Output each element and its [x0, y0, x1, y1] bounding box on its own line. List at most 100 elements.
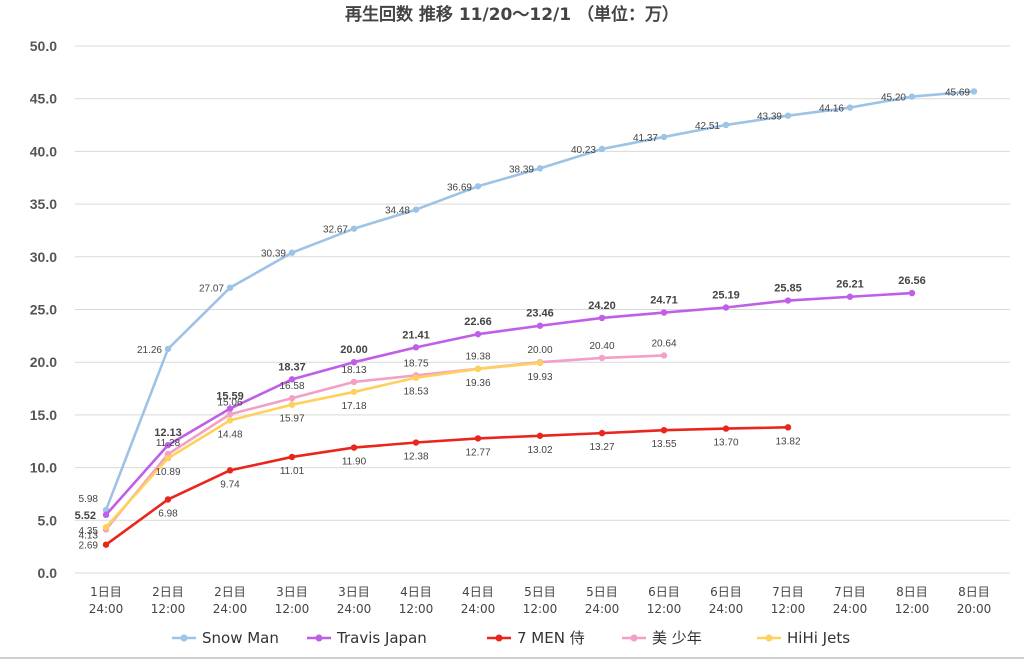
- data-label: 20.00: [340, 344, 368, 356]
- data-label: 38.39: [509, 164, 534, 175]
- data-point: [350, 378, 358, 386]
- x-tick-label-day: 6日目: [710, 585, 742, 599]
- data-label: 19.36: [465, 378, 490, 389]
- legend-item: 7 MEN 侍: [487, 629, 585, 647]
- data-label: 24.20: [588, 300, 616, 312]
- data-point: [226, 284, 234, 291]
- data-point: [970, 88, 978, 95]
- data-point: [536, 322, 544, 329]
- data-label: 20.00: [527, 345, 552, 356]
- data-label: 32.67: [323, 225, 348, 236]
- data-label: 4.35: [79, 526, 99, 537]
- data-label: 11.01: [280, 466, 305, 477]
- data-label: 34.48: [385, 206, 410, 217]
- legend: Snow Man Travis Japan 7 MEN 侍 美 少年 HiHi Jets: [172, 629, 850, 647]
- data-point: [226, 417, 234, 424]
- data-point: [598, 314, 606, 322]
- data-point: [722, 121, 730, 129]
- data-label: 18.37: [278, 361, 306, 373]
- y-tick-label: 25.0: [30, 302, 57, 318]
- series-travis-japan: [102, 289, 916, 519]
- legend-label: 7 MEN 侍: [517, 629, 585, 647]
- x-tick-label-time: 24:00: [213, 602, 248, 616]
- data-point: [288, 453, 296, 461]
- series-line: [105, 426, 789, 546]
- data-labels: 5.98 21.26 27.07 30.39 32.67 34.48 36.69 38.39 4…: [75, 87, 971, 551]
- data-label: 45.69: [945, 87, 970, 98]
- data-point: [598, 354, 606, 362]
- x-tick-label-time: 12:00: [399, 602, 434, 616]
- series-美-少年: [102, 352, 668, 533]
- data-point: [784, 424, 792, 431]
- data-label: 13.82: [775, 436, 800, 447]
- data-label: 27.07: [199, 284, 224, 295]
- data-point: [288, 376, 296, 383]
- data-point: [474, 183, 482, 190]
- data-label: 16.58: [279, 381, 304, 392]
- data-point: [536, 432, 544, 439]
- legend-label: 美 少年: [652, 629, 702, 647]
- data-point: [226, 411, 234, 418]
- x-tick-label-time: 24:00: [89, 602, 124, 616]
- data-point: [288, 395, 296, 402]
- y-tick-label: 35.0: [30, 196, 57, 212]
- data-label: 19.38: [465, 352, 490, 363]
- x-tick-label-time: 12:00: [275, 602, 310, 616]
- data-label: 12.38: [403, 452, 428, 463]
- legend-marker: [495, 634, 503, 642]
- y-tick-label: 15.0: [30, 407, 57, 423]
- data-label: 25.19: [712, 289, 740, 301]
- data-point: [350, 388, 358, 396]
- x-tick-label-time: 24:00: [833, 602, 868, 616]
- data-label: 13.70: [713, 438, 738, 449]
- x-tick-label-day: 2日目: [214, 585, 246, 599]
- data-point: [164, 496, 172, 503]
- data-point: [846, 293, 854, 300]
- x-tick-label-day: 1日目: [90, 585, 122, 599]
- x-tick-label-day: 6日目: [648, 585, 680, 599]
- series-hihi-jets: [102, 359, 544, 531]
- legend-item: 美 少年: [622, 629, 702, 647]
- data-label: 15.06: [217, 397, 242, 408]
- data-point: [474, 435, 482, 442]
- data-label: 30.39: [261, 249, 286, 260]
- legend-marker: [765, 634, 773, 642]
- data-label: 13.02: [527, 445, 552, 456]
- data-label: 9.74: [220, 479, 240, 490]
- data-point: [412, 206, 420, 213]
- y-tick-label: 20.0: [30, 354, 57, 370]
- legend-label: Snow Man: [202, 629, 279, 647]
- y-tick-label: 0.0: [38, 565, 58, 581]
- data-label: 2.69: [79, 541, 99, 552]
- data-point: [536, 165, 544, 172]
- data-label: 17.18: [341, 401, 366, 412]
- x-axis-ticks: 1日目 24:00 2日目 12:00 2日目 24:00 3日目 12:00 3日目 24:00…: [89, 585, 992, 616]
- y-tick-label: 45.0: [30, 91, 57, 107]
- data-point: [350, 225, 358, 232]
- x-tick-label-day: 3日目: [276, 585, 308, 599]
- data-label: 13.27: [589, 442, 614, 453]
- data-label: 25.85: [774, 283, 802, 295]
- x-tick-label-time: 12:00: [523, 602, 558, 616]
- x-tick-label-day: 5日目: [524, 585, 556, 599]
- x-tick-label-time: 24:00: [461, 602, 496, 616]
- data-label: 45.20: [881, 93, 906, 104]
- data-point: [784, 297, 792, 304]
- data-label: 26.21: [836, 279, 864, 291]
- data-label: 23.46: [526, 308, 554, 320]
- legend-marker: [315, 634, 323, 642]
- data-point: [660, 309, 668, 316]
- data-point: [598, 429, 606, 437]
- data-label: 21.41: [402, 329, 430, 341]
- data-point: [102, 541, 110, 548]
- data-label: 19.93: [527, 372, 552, 383]
- data-point: [846, 104, 854, 111]
- data-label: 18.53: [403, 387, 428, 398]
- data-point: [908, 289, 916, 297]
- data-point: [350, 359, 358, 366]
- data-point: [722, 425, 730, 432]
- data-label: 22.66: [464, 316, 492, 328]
- data-point: [164, 455, 172, 462]
- data-label: 5.52: [75, 510, 96, 522]
